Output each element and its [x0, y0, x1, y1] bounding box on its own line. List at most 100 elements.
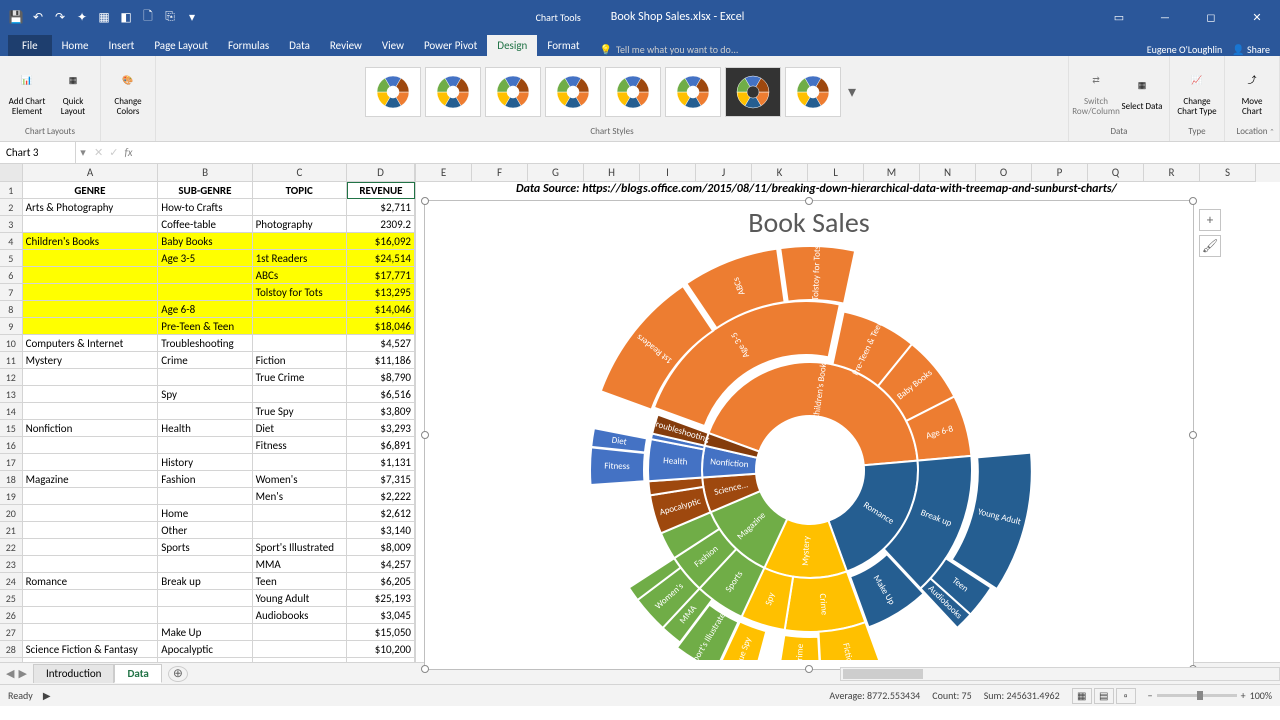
- chart-style-thumb[interactable]: [545, 67, 601, 117]
- cell[interactable]: [253, 233, 347, 250]
- cell[interactable]: Teen: [253, 573, 347, 590]
- chart-style-thumb[interactable]: [665, 67, 721, 117]
- chart-style-thumb[interactable]: [425, 67, 481, 117]
- cell[interactable]: [158, 590, 252, 607]
- row-header[interactable]: 10: [0, 335, 23, 352]
- row-header[interactable]: 8: [0, 301, 23, 318]
- cell[interactable]: $1,131: [347, 454, 415, 471]
- cell[interactable]: $13,295: [347, 284, 415, 301]
- cell[interactable]: [23, 454, 159, 471]
- chart-object[interactable]: Book Sales Children's BooksRomanceMyster…: [424, 200, 1194, 670]
- cell[interactable]: [158, 556, 252, 573]
- cell[interactable]: [23, 624, 159, 641]
- row-header[interactable]: 9: [0, 318, 23, 335]
- cell[interactable]: MMA: [253, 556, 347, 573]
- cell[interactable]: True Crime: [253, 369, 347, 386]
- cell[interactable]: $6,891: [347, 437, 415, 454]
- resize-handle[interactable]: [805, 665, 813, 673]
- close-icon[interactable]: ✕: [1234, 0, 1280, 34]
- cell[interactable]: $3,456: [347, 658, 415, 662]
- col-header[interactable]: R: [1144, 164, 1200, 182]
- maximize-icon[interactable]: ◻: [1188, 0, 1234, 34]
- chart-title[interactable]: Book Sales: [425, 201, 1193, 240]
- row-header[interactable]: 4: [0, 233, 23, 250]
- cell[interactable]: $3,140: [347, 522, 415, 539]
- cell[interactable]: $16,092: [347, 233, 415, 250]
- cell[interactable]: Photography: [253, 216, 347, 233]
- namebox-drop-icon[interactable]: ▾: [76, 146, 90, 159]
- macro-icon[interactable]: ▶: [43, 689, 51, 702]
- zoom-out-icon[interactable]: −: [1148, 689, 1153, 702]
- cell[interactable]: Coffee-table: [158, 216, 252, 233]
- cell[interactable]: Nonfiction: [23, 420, 159, 437]
- row-header[interactable]: 2: [0, 199, 23, 216]
- row-header[interactable]: 13: [0, 386, 23, 403]
- cell[interactable]: 2309.2: [347, 216, 415, 233]
- cell[interactable]: Make Up: [158, 624, 252, 641]
- qat-drop-icon[interactable]: ▾: [182, 7, 202, 27]
- cell[interactable]: Fiction: [253, 352, 347, 369]
- cell[interactable]: Men's: [253, 488, 347, 505]
- change-chart-type-button[interactable]: 📈Change Chart Type: [1176, 59, 1218, 125]
- cell[interactable]: $2,222: [347, 488, 415, 505]
- cell[interactable]: Break up: [158, 573, 252, 590]
- chart-style-thumb[interactable]: [605, 67, 661, 117]
- cell[interactable]: [253, 199, 347, 216]
- row-header[interactable]: 14: [0, 403, 23, 420]
- cell[interactable]: $10,200: [347, 641, 415, 658]
- qat-icon[interactable]: 🗋: [138, 7, 158, 27]
- cell[interactable]: $6,205: [347, 573, 415, 590]
- tab-review[interactable]: Review: [320, 35, 372, 56]
- chart-elements-button[interactable]: +: [1199, 209, 1221, 231]
- tell-me[interactable]: 💡Tell me what you want to do...: [600, 43, 739, 56]
- cell[interactable]: [253, 454, 347, 471]
- cell[interactable]: Sports: [158, 539, 252, 556]
- row-header[interactable]: 28: [0, 641, 23, 658]
- chart-style-thumb[interactable]: [725, 67, 781, 117]
- col-header[interactable]: L: [808, 164, 864, 182]
- chart-style-thumb[interactable]: [365, 67, 421, 117]
- cell[interactable]: [158, 284, 252, 301]
- minimize-icon[interactable]: —: [1142, 0, 1188, 34]
- ribbon-options-icon[interactable]: ▭: [1096, 0, 1142, 34]
- col-header[interactable]: P: [1032, 164, 1088, 182]
- cell[interactable]: [253, 301, 347, 318]
- cell[interactable]: Women's: [253, 471, 347, 488]
- prev-sheet-icon[interactable]: ◀: [6, 667, 14, 680]
- cell[interactable]: [158, 403, 252, 420]
- chart-style-thumb[interactable]: [485, 67, 541, 117]
- cell[interactable]: [23, 539, 159, 556]
- move-chart-button[interactable]: ⤴Move Chart: [1231, 59, 1273, 125]
- cell[interactable]: $8,790: [347, 369, 415, 386]
- user-name[interactable]: Eugene O'Loughlin: [1147, 43, 1223, 56]
- cell[interactable]: [158, 607, 252, 624]
- tab-format[interactable]: Format: [537, 35, 589, 56]
- cell[interactable]: $17,771: [347, 267, 415, 284]
- cell[interactable]: [253, 386, 347, 403]
- cell[interactable]: [253, 624, 347, 641]
- col-header[interactable]: Q: [1088, 164, 1144, 182]
- col-header[interactable]: O: [976, 164, 1032, 182]
- sheet-tab-introduction[interactable]: Introduction: [33, 664, 115, 683]
- cell[interactable]: Tolstoy for Tots: [253, 284, 347, 301]
- save-icon[interactable]: 💾: [6, 7, 26, 27]
- cell[interactable]: [158, 437, 252, 454]
- select-data-button[interactable]: ▦Select Data: [1121, 59, 1163, 125]
- row-header[interactable]: 27: [0, 624, 23, 641]
- cell[interactable]: $4,527: [347, 335, 415, 352]
- cell[interactable]: $2,711: [347, 199, 415, 216]
- col-header[interactable]: S: [1200, 164, 1256, 182]
- cell[interactable]: Crime: [158, 352, 252, 369]
- cell[interactable]: [158, 369, 252, 386]
- add-chart-element-button[interactable]: 📊Add Chart Element: [6, 59, 48, 125]
- sunburst-chart[interactable]: Children's BooksRomanceMysteryMagazineSc…: [425, 240, 1195, 660]
- cell[interactable]: [253, 522, 347, 539]
- row-header[interactable]: 29: [0, 658, 23, 662]
- cell[interactable]: [23, 590, 159, 607]
- cell[interactable]: [23, 488, 159, 505]
- select-all[interactable]: [0, 164, 23, 182]
- cell[interactable]: $15,050: [347, 624, 415, 641]
- cell[interactable]: [23, 369, 159, 386]
- row-header[interactable]: 5: [0, 250, 23, 267]
- cell[interactable]: $4,257: [347, 556, 415, 573]
